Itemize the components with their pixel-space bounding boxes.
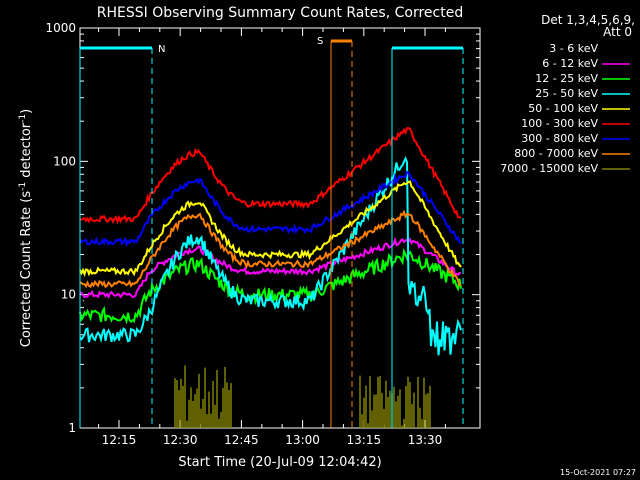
legend-entry-label: 800 - 7000 keV <box>514 147 598 160</box>
x-axis-label: Start Time (20-Jul-09 12:04:42) <box>178 455 381 470</box>
timestamp: 15-Oct-2021 07:27 <box>560 468 636 477</box>
series-line <box>79 247 462 325</box>
y-tick-label: 1 <box>68 421 76 435</box>
legend-header-2: Att 0 <box>603 25 632 39</box>
series-line <box>79 236 462 299</box>
y-tick-label: 10 <box>61 288 76 302</box>
legend-entry-label: 6 - 12 keV <box>542 57 598 70</box>
series-line <box>79 209 462 289</box>
series-line <box>79 251 462 306</box>
legend-entry-label: 25 - 50 keV <box>535 87 598 100</box>
x-tick-label: 13:30 <box>408 433 443 447</box>
night-label: N <box>158 44 165 55</box>
y-axis-label: Corrected Count Rate (s-1 detector-1) <box>18 109 34 347</box>
series-line <box>79 127 462 225</box>
legend-entry-label: 100 - 300 keV <box>521 117 598 130</box>
y-axis-label-part: Corrected Count Rate (s <box>19 191 34 348</box>
x-tick-label: 12:15 <box>102 433 137 447</box>
x-tick-label: 13:00 <box>285 433 320 447</box>
series-line <box>79 155 462 356</box>
legend-entry-label: 7000 - 15000 keV <box>500 162 598 175</box>
y-axis-label-superscript: -1 <box>18 114 28 123</box>
saa-label: S <box>317 36 323 47</box>
y-axis-label-superscript: -1 <box>18 182 28 191</box>
y-tick-label: 1000 <box>45 21 76 35</box>
legend-entry-label: 50 - 100 keV <box>528 102 598 115</box>
legend-header: Det 1,3,4,5,6,9, <box>541 13 635 27</box>
legend-entry-label: 300 - 800 keV <box>521 132 598 145</box>
y-axis-label-part: detector <box>19 122 34 182</box>
y-tick-label: 100 <box>53 154 76 168</box>
series-line <box>79 180 462 278</box>
series-line <box>79 170 462 248</box>
x-tick-label: 13:15 <box>347 433 382 447</box>
y-axis-label-part: ) <box>19 109 34 114</box>
legend-entry-label: 3 - 6 keV <box>549 42 598 55</box>
x-tick-label: 12:45 <box>224 433 259 447</box>
x-tick-label: 12:30 <box>163 433 198 447</box>
chart-title: RHESSI Observing Summary Count Rates, Co… <box>97 5 463 21</box>
legend-entry-label: 12 - 25 keV <box>535 72 598 85</box>
